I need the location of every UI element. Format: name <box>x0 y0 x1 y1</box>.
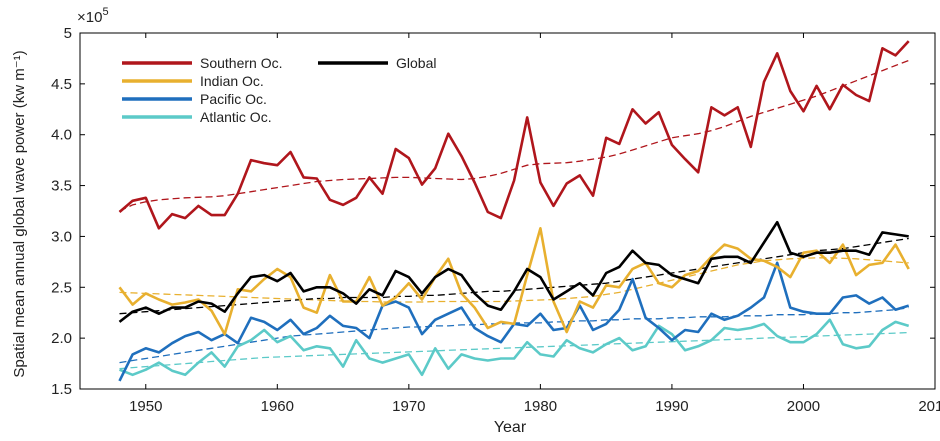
axis-ticks: 1950 1960 1970 1980 1990 2000 2010 1.5 2.0 2.5 3.0… <box>51 25 940 415</box>
x-tick-label: 1980 <box>524 398 557 415</box>
x-tick-label: 1950 <box>129 398 162 415</box>
series-line-atlantic-oc <box>119 318 910 377</box>
x-tick-label: 1970 <box>392 398 425 415</box>
x-tick-label: 1990 <box>655 398 688 415</box>
x-tick-label: 2000 <box>787 398 820 415</box>
y-tick-label: 2.0 <box>51 330 72 347</box>
trend-line-pacific-oc <box>119 306 909 364</box>
y-tick-label: 1.5 <box>51 381 72 398</box>
y-tick-label: 2.5 <box>51 279 72 296</box>
x-tick-label: 2010 <box>918 398 940 415</box>
series-line-global <box>118 220 909 323</box>
y-tick-label: 3.5 <box>51 178 72 195</box>
y-tick-label: 5 <box>64 25 72 42</box>
plot-frame <box>79 32 936 390</box>
x-axis-label: Year <box>494 419 527 436</box>
trend-line-global <box>119 237 909 315</box>
trend-line-atlantic-oc <box>119 331 909 370</box>
trend-line-southern-oc <box>119 59 909 212</box>
series-line-southern-oc <box>118 40 910 230</box>
y-tick-label: 4.0 <box>51 127 72 144</box>
legend-label-indian-oc: Indian Oc. <box>200 73 264 89</box>
y-tick-label: 4.5 <box>51 76 72 93</box>
exponent-label: ×105 <box>77 6 109 26</box>
series-line-indian-oc <box>118 227 910 336</box>
plot-area-border <box>79 32 936 390</box>
trend-line-indian-oc <box>119 257 909 303</box>
y-tick-label: 3.0 <box>51 228 72 245</box>
legend-label-atlantic-oc: Atlantic Oc. <box>200 109 272 125</box>
x-tick-label: 1960 <box>261 398 294 415</box>
legend-label-global: Global <box>396 55 436 71</box>
legend-label-southern-oc: Southern Oc. <box>200 55 283 71</box>
y-axis-label: Spatial mean annual global wave power (k… <box>11 50 28 377</box>
legend: Southern Oc. Indian Oc. Pacific Oc. Atlanti… <box>122 55 436 125</box>
series-lines <box>118 40 910 382</box>
legend-label-pacific-oc: Pacific Oc. <box>200 91 267 107</box>
